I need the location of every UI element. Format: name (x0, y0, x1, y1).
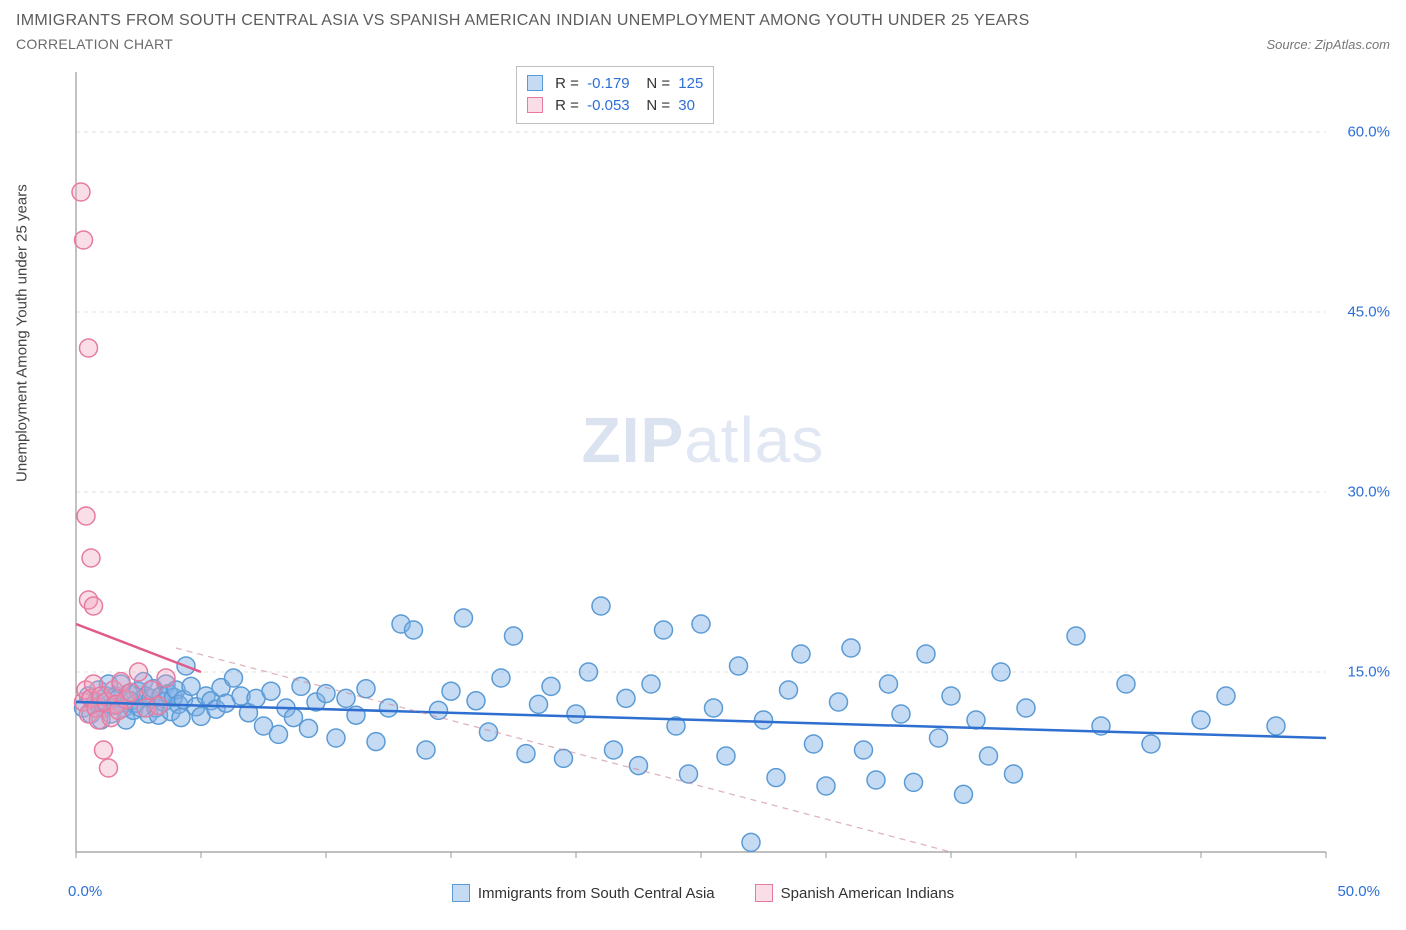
r-value-pink: -0.053 (587, 97, 630, 114)
n-label: N = (646, 75, 670, 92)
swatch-pink (527, 97, 543, 113)
legend-swatch-blue (452, 884, 470, 902)
header: IMMIGRANTS FROM SOUTH CENTRAL ASIA VS SP… (16, 12, 1390, 62)
n-value-blue: 125 (678, 75, 703, 92)
title-block: IMMIGRANTS FROM SOUTH CENTRAL ASIA VS SP… (16, 12, 1030, 62)
swatch-blue (527, 75, 543, 91)
legend-swatch-pink (755, 884, 773, 902)
r-label: R = (555, 97, 579, 114)
stats-row-pink: R = -0.053 N = 30 (527, 95, 703, 117)
n-label: N = (646, 97, 670, 114)
n-value-pink: 30 (678, 97, 695, 114)
x-axis-legend: Immigrants from South Central Asia Spani… (16, 884, 1390, 902)
r-label: R = (555, 75, 579, 92)
chart-container: Unemployment Among Youth under 25 years … (16, 62, 1390, 902)
scatter-plot (16, 62, 1390, 902)
legend-label-pink: Spanish American Indians (781, 885, 954, 902)
legend-item-pink: Spanish American Indians (755, 884, 954, 902)
chart-title-line2: CORRELATION CHART (16, 36, 1030, 52)
y-tick-label: 45.0% (1347, 304, 1390, 321)
chart-title-line1: IMMIGRANTS FROM SOUTH CENTRAL ASIA VS SP… (16, 12, 1030, 30)
r-value-blue: -0.179 (587, 75, 630, 92)
y-tick-label: 60.0% (1347, 124, 1390, 141)
y-tick-label: 30.0% (1347, 484, 1390, 501)
legend-item-blue: Immigrants from South Central Asia (452, 884, 715, 902)
stats-row-blue: R = -0.179 N = 125 (527, 73, 703, 95)
correlation-stats-box: R = -0.179 N = 125 R = -0.053 N = 30 (516, 66, 714, 124)
y-axis-label: Unemployment Among Youth under 25 years (14, 184, 31, 482)
y-tick-label: 15.0% (1347, 664, 1390, 681)
source-label: Source: ZipAtlas.com (1266, 37, 1390, 52)
legend-label-blue: Immigrants from South Central Asia (478, 885, 715, 902)
